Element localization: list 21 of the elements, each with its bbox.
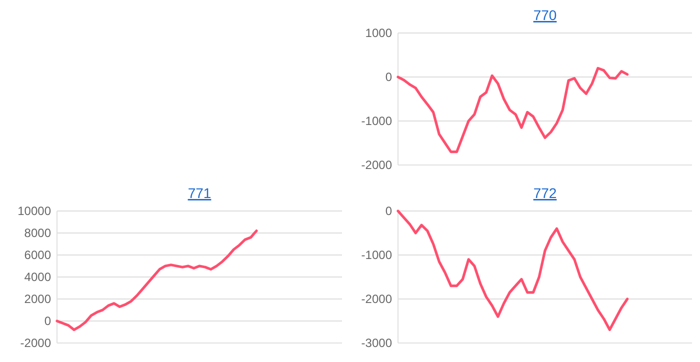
chart-title: 771 xyxy=(188,185,212,201)
line-series xyxy=(396,66,629,154)
line-series xyxy=(396,210,629,332)
y-tick-label: 1000 xyxy=(365,26,392,40)
line-series xyxy=(56,230,258,332)
y-tick-label: 4000 xyxy=(24,270,52,284)
y-tick-label: 6000 xyxy=(24,248,52,262)
chart-title: 772 xyxy=(533,185,557,201)
y-tick-label: -2000 xyxy=(361,292,392,306)
y-tick-label: -1000 xyxy=(361,114,392,128)
y-tick-label: -2000 xyxy=(20,336,52,350)
y-tick-label: -2000 xyxy=(361,158,392,172)
y-tick-label: 0 xyxy=(385,70,392,84)
y-tick-label: -1000 xyxy=(361,248,392,262)
chart-title: 770 xyxy=(533,7,557,23)
y-tick-label: -3000 xyxy=(361,336,392,350)
y-tick-label: 10000 xyxy=(18,204,52,218)
y-tick-label: 8000 xyxy=(24,226,52,240)
y-tick-label: 0 xyxy=(385,204,392,218)
y-tick-label: 0 xyxy=(44,314,52,328)
y-tick-label: 2000 xyxy=(24,292,52,306)
